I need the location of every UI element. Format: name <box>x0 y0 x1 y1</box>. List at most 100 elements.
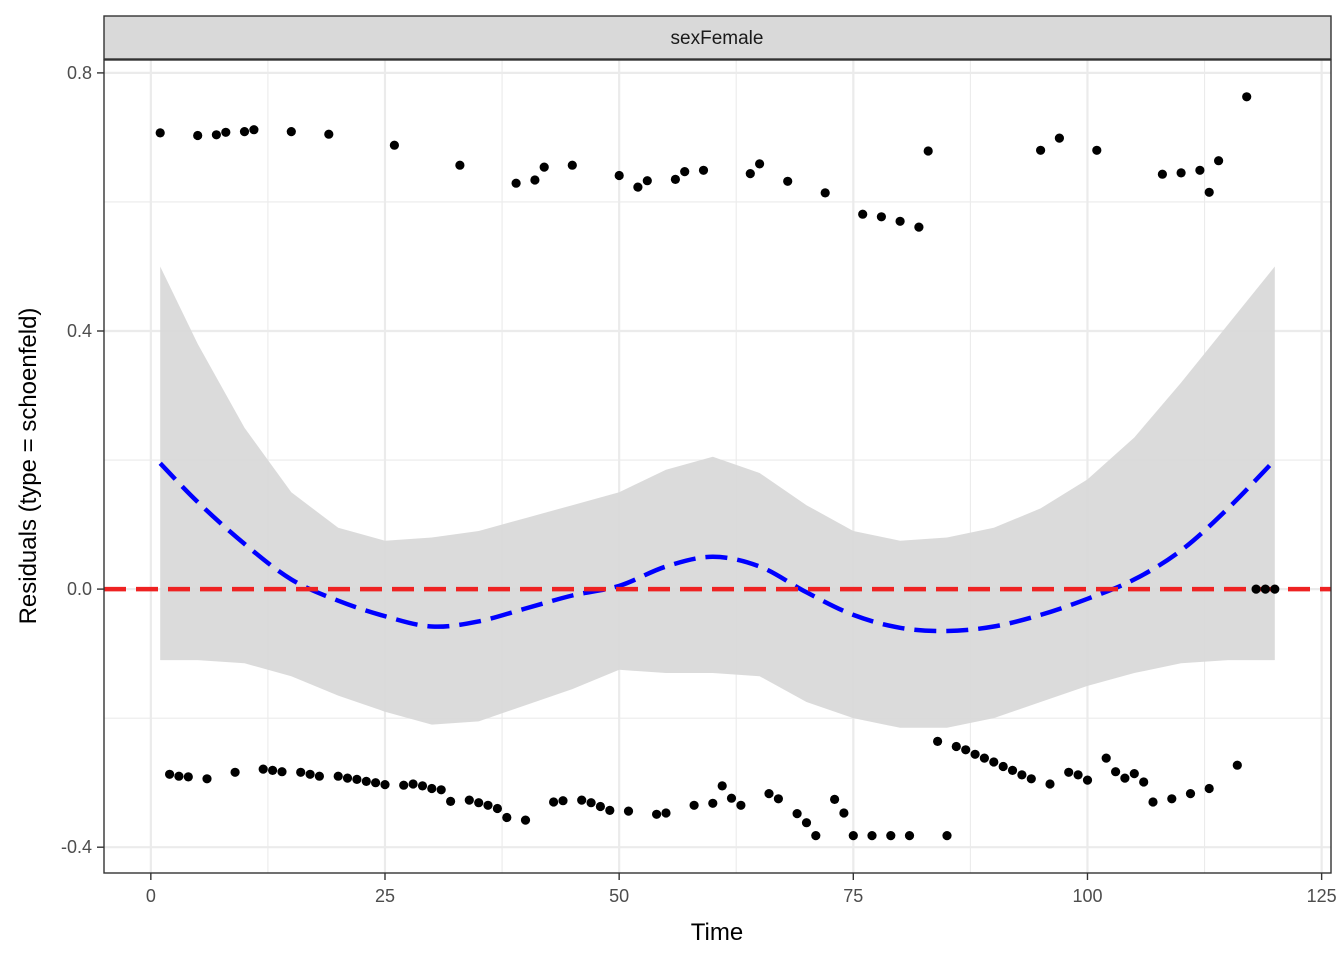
data-point <box>511 178 521 188</box>
data-point <box>1167 794 1177 804</box>
data-point <box>211 130 221 140</box>
data-point <box>783 176 793 186</box>
data-point <box>595 801 606 812</box>
data-point <box>698 165 709 175</box>
data-point <box>970 749 980 759</box>
data-point <box>258 764 268 774</box>
data-point <box>923 146 933 156</box>
data-point <box>633 182 643 192</box>
data-point <box>801 818 812 828</box>
data-point <box>249 125 259 135</box>
data-point <box>933 736 943 747</box>
data-point <box>792 809 802 819</box>
confidence-band <box>160 266 1275 728</box>
data-point <box>717 781 727 791</box>
data-point <box>1214 156 1224 166</box>
data-point <box>342 773 353 783</box>
y-tick-label: 0.8 <box>67 63 92 83</box>
data-point <box>352 774 362 785</box>
data-point <box>848 831 858 841</box>
data-point <box>446 796 456 807</box>
data-point <box>464 795 474 805</box>
data-point <box>577 795 587 805</box>
data-point <box>1204 783 1214 794</box>
data-point <box>942 831 952 841</box>
data-point <box>268 765 278 776</box>
data-point <box>436 785 446 795</box>
data-point <box>221 127 231 137</box>
data-point <box>539 162 549 172</box>
data-point <box>483 800 493 810</box>
data-point <box>1232 760 1242 770</box>
data-point <box>867 831 877 841</box>
data-point <box>427 783 437 794</box>
data-point <box>305 769 315 779</box>
data-point <box>642 176 652 186</box>
data-point <box>296 767 306 777</box>
data-point <box>324 129 334 139</box>
data-point <box>549 797 559 807</box>
data-point <box>1082 775 1093 785</box>
data-point <box>830 794 840 805</box>
x-tick-label: 25 <box>375 886 395 906</box>
data-point <box>567 160 577 170</box>
data-point <box>1045 779 1055 789</box>
data-point <box>605 805 615 816</box>
data-point <box>174 771 184 781</box>
data-point <box>389 140 399 150</box>
data-point <box>839 808 849 818</box>
data-point <box>399 780 409 790</box>
data-point <box>736 800 746 810</box>
data-point <box>1054 133 1064 143</box>
data-point <box>380 780 390 790</box>
data-point <box>286 127 296 137</box>
data-point <box>361 776 371 787</box>
data-point <box>558 796 568 806</box>
data-point <box>764 789 774 799</box>
data-point <box>474 798 484 808</box>
data-point <box>1251 584 1261 594</box>
data-point <box>1270 584 1280 594</box>
data-point <box>492 803 502 814</box>
data-point <box>1139 777 1149 787</box>
data-point <box>614 170 624 181</box>
x-axis: 0 25 50 75 100 125 <box>146 873 1337 906</box>
x-tick-label: 0 <box>146 886 156 906</box>
data-point <box>670 174 681 184</box>
data-point <box>876 212 887 222</box>
data-point <box>1092 145 1102 155</box>
data-point <box>165 769 175 779</box>
x-tick-label: 125 <box>1307 886 1337 906</box>
smooth-line <box>158 458 1277 634</box>
data-point <box>1073 770 1083 780</box>
data-point <box>1242 92 1252 102</box>
data-point <box>230 767 240 777</box>
data-point <box>989 757 999 767</box>
data-point <box>1017 770 1027 780</box>
data-point <box>314 771 324 781</box>
data-point <box>1260 584 1270 594</box>
data-point <box>998 761 1008 772</box>
data-point <box>1101 753 1111 763</box>
data-point <box>1204 187 1214 197</box>
data-point <box>1157 169 1167 179</box>
data-point <box>1129 769 1139 779</box>
data-point <box>811 831 821 841</box>
data-point <box>333 771 343 781</box>
data-point <box>1148 797 1158 807</box>
facet-strip-label: sexFemale <box>671 28 764 49</box>
data-point <box>951 741 961 752</box>
data-point <box>904 831 915 841</box>
data-point <box>680 167 690 177</box>
data-point <box>408 779 418 789</box>
data-point <box>1064 767 1074 777</box>
x-tick-label: 75 <box>843 886 863 906</box>
data-point <box>520 815 531 825</box>
data-point <box>858 209 868 219</box>
data-point <box>1036 145 1046 155</box>
data-point <box>820 188 830 198</box>
data-point <box>155 128 165 138</box>
y-tick-label: 0.0 <box>67 579 92 599</box>
data-point <box>652 809 662 819</box>
